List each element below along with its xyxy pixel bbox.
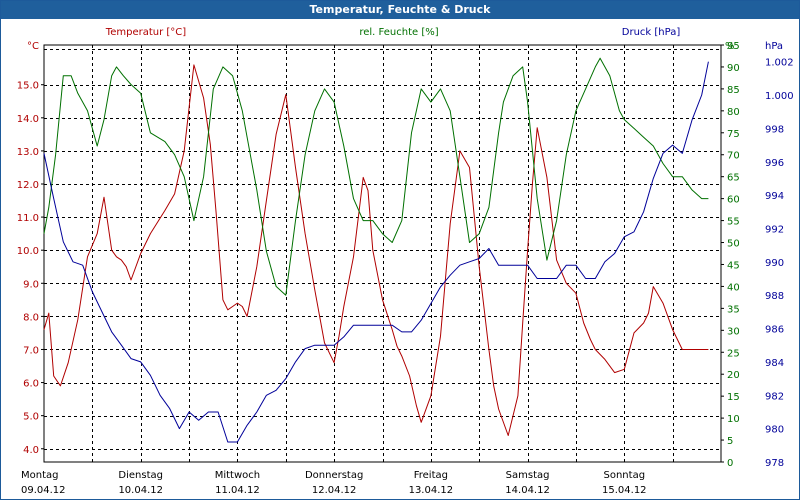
series-line-feuchte xyxy=(43,57,709,296)
tick-label-temperatur: 9.0 xyxy=(23,279,39,290)
tick-label-feuchte: 0 xyxy=(727,458,733,469)
tick-label-druck: 980 xyxy=(765,425,784,436)
x-tick-day: Donnerstag xyxy=(305,470,363,481)
tick-label-druck: 982 xyxy=(765,391,784,402)
axis-label-temperatur: Temperatur [°C] xyxy=(105,27,186,38)
grid-lines xyxy=(44,45,721,462)
x-tick-day: Samstag xyxy=(506,470,550,481)
x-tick-day: Montag xyxy=(21,470,58,481)
ticks-x: Montag 09.04.12 Dienstag 10.04.12 Mittwoch 11… xyxy=(21,470,647,496)
tick-label-feuchte: 5 xyxy=(727,436,733,447)
x-tick-date: 09.04.12 xyxy=(21,485,66,496)
tick-label-feuchte: 30 xyxy=(727,326,740,337)
tick-label-feuchte: 75 xyxy=(727,129,740,140)
plot-area-frame xyxy=(43,44,722,463)
tick-label-druck: 1.000 xyxy=(765,91,794,102)
tick-label-druck: 986 xyxy=(765,325,784,336)
x-tick-day: Mittwoch xyxy=(215,470,260,481)
ticks-right2: 978 980 982 984 986 988 990 992 994 996 998 1.000 1.… xyxy=(765,58,794,469)
tick-label-temperatur: 7.0 xyxy=(23,345,39,356)
tick-label-druck: 996 xyxy=(765,158,784,169)
x-tick-day: Sonntag xyxy=(604,470,646,481)
tick-label-feuchte: 80 xyxy=(727,107,740,118)
tick-label-feuchte: 40 xyxy=(727,282,740,293)
tick-label-feuchte: 10 xyxy=(727,414,740,425)
x-tick-date: 10.04.12 xyxy=(118,485,163,496)
tick-label-druck: 988 xyxy=(765,291,784,302)
tick-label-druck: 994 xyxy=(765,191,784,202)
tick-label-temperatur: 13.0 xyxy=(17,147,39,158)
tick-label-temperatur: 4.0 xyxy=(23,445,39,456)
tick-label-feuchte: 90 xyxy=(727,63,740,74)
tick-label-druck: 998 xyxy=(765,124,784,135)
tick-label-druck: 990 xyxy=(765,258,784,269)
x-tick-date: 13.04.12 xyxy=(409,485,454,496)
plot-border xyxy=(43,44,722,463)
tick-label-feuchte: 60 xyxy=(727,195,740,206)
tick-label-feuchte: 55 xyxy=(727,217,740,228)
tick-label-feuchte: 20 xyxy=(727,370,740,381)
tick-label-feuchte: 95 xyxy=(727,41,740,52)
tick-label-druck: 984 xyxy=(765,358,784,369)
tick-label-feuchte: 25 xyxy=(727,348,740,359)
tick-label-feuchte: 50 xyxy=(727,239,740,250)
axis-label-feuchte: rel. Feuchte [%] xyxy=(359,27,438,38)
axis-label-druck: Druck [hPa] xyxy=(622,27,681,38)
series-layer xyxy=(43,57,709,443)
ticks-right1: 0 5 10 15 20 25 30 35 40 45 50 55 60 65 70 75 80 85 90 95 xyxy=(721,41,740,469)
x-tick-date: 11.04.12 xyxy=(215,485,260,496)
tick-label-feuchte: 15 xyxy=(727,392,740,403)
x-tick-date: 14.04.12 xyxy=(505,485,550,496)
tick-label-feuchte: 35 xyxy=(727,304,740,315)
unit-label-right2: hPa xyxy=(765,41,783,52)
tick-label-druck: 978 xyxy=(765,458,784,469)
tick-label-temperatur: 14.0 xyxy=(17,114,39,125)
tick-label-temperatur: 10.0 xyxy=(17,246,39,257)
unit-label-right1: % xyxy=(725,41,735,52)
tick-label-temperatur: 5.0 xyxy=(23,412,39,423)
ticks-left: 4.0 5.0 6.0 7.0 8.0 9.0 10.0 11.0 12.0 13.0 14.0 15… xyxy=(17,81,44,456)
tick-label-druck: 1.002 xyxy=(765,58,794,69)
x-tick-day: Dienstag xyxy=(118,470,163,481)
x-tick-date: 15.04.12 xyxy=(602,485,647,496)
tick-label-temperatur: 12.0 xyxy=(17,180,39,191)
unit-label-left: °C xyxy=(27,41,39,52)
tick-label-temperatur: 15.0 xyxy=(17,81,39,92)
chart-title: Temperatur, Feuchte & Druck xyxy=(1,1,799,19)
series-line-druck xyxy=(43,61,709,443)
tick-label-temperatur: 11.0 xyxy=(17,213,39,224)
tick-label-feuchte: 65 xyxy=(727,173,740,184)
tick-label-feuchte: 85 xyxy=(727,85,740,96)
tick-label-druck: 992 xyxy=(765,224,784,235)
x-tick-day: Freitag xyxy=(414,470,448,481)
tick-label-temperatur: 6.0 xyxy=(23,379,39,390)
tick-label-feuchte: 70 xyxy=(727,151,740,162)
tick-label-temperatur: 8.0 xyxy=(23,312,39,323)
tick-label-feuchte: 45 xyxy=(727,260,740,271)
x-tick-date: 12.04.12 xyxy=(312,485,357,496)
